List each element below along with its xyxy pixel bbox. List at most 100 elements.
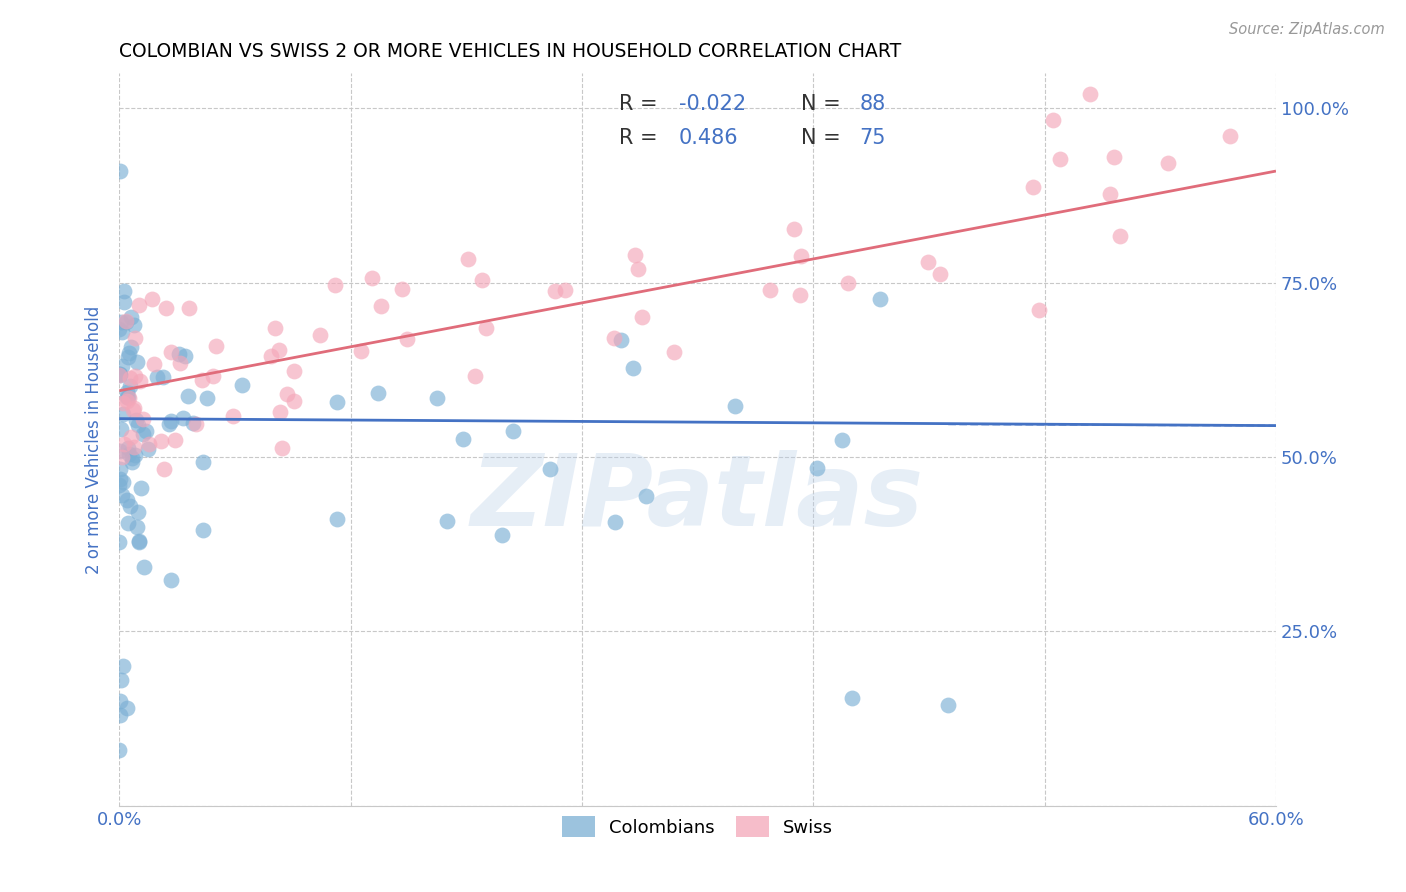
Point (108, 164, 131, 178)
Point (159, 414, 181, 428)
Point (426, 391, 449, 405)
Point (191, 373, 214, 387)
Point (260, 349, 283, 363)
Point (603, 331, 626, 345)
Text: N =: N = (800, 95, 846, 114)
Point (759, 283, 782, 297)
Point (112, 437, 135, 451)
Point (108, 708, 131, 723)
Point (263, 321, 285, 335)
Point (160, 344, 183, 359)
Point (132, 559, 155, 574)
Point (544, 284, 567, 298)
Point (623, 247, 645, 261)
Point (464, 368, 486, 383)
Point (110, 450, 132, 465)
Point (111, 488, 134, 502)
Point (869, 292, 891, 306)
Point (1219, 128, 1241, 143)
Point (395, 332, 418, 346)
Point (201, 369, 224, 384)
Point (118, 379, 141, 393)
Point (124, 448, 146, 462)
Point (270, 441, 292, 455)
Point (128, 298, 150, 312)
Point (108, 472, 131, 486)
Point (114, 314, 136, 328)
Text: R =: R = (619, 95, 664, 114)
Point (118, 447, 141, 461)
Point (1042, 113, 1064, 128)
Point (108, 368, 131, 382)
Point (108, 478, 131, 492)
Point (112, 659, 135, 673)
Point (1157, 156, 1180, 170)
Point (118, 371, 141, 385)
Point (117, 394, 139, 409)
Point (167, 347, 190, 361)
Point (118, 499, 141, 513)
Point (152, 462, 174, 476)
Point (176, 389, 198, 403)
Text: -0.022: -0.022 (679, 95, 747, 114)
Point (789, 287, 811, 301)
Point (122, 318, 145, 332)
Point (112, 407, 135, 421)
Point (136, 442, 159, 456)
Point (150, 434, 173, 448)
Point (928, 268, 950, 282)
Text: N =: N = (800, 128, 846, 148)
Point (125, 412, 148, 426)
Point (783, 222, 806, 236)
Point (936, 698, 959, 712)
Point (117, 516, 139, 530)
Point (112, 475, 135, 489)
Point (621, 360, 644, 375)
Point (269, 405, 291, 419)
Point (152, 369, 174, 384)
Point (724, 399, 747, 413)
Point (453, 432, 475, 446)
Point (323, 278, 346, 293)
Point (108, 444, 131, 458)
Point (115, 701, 138, 715)
Point (128, 534, 150, 549)
Point (276, 387, 298, 401)
Point (120, 310, 142, 324)
Point (112, 294, 135, 309)
Point (110, 314, 132, 328)
Point (121, 451, 143, 466)
Point (138, 437, 160, 451)
Point (122, 440, 145, 454)
Point (193, 523, 215, 537)
Point (143, 357, 166, 371)
Point (174, 349, 197, 363)
Point (111, 325, 134, 339)
Point (664, 345, 686, 359)
Point (108, 694, 131, 708)
Point (1078, 87, 1101, 102)
Point (132, 427, 155, 442)
Point (132, 412, 155, 426)
Point (110, 673, 132, 688)
Point (129, 375, 152, 389)
Point (141, 292, 163, 306)
Point (806, 461, 828, 475)
Point (205, 339, 228, 353)
Point (169, 356, 191, 370)
Point (917, 255, 939, 269)
Point (186, 417, 208, 431)
Point (370, 299, 392, 313)
Text: 75: 75 (859, 128, 886, 148)
Point (108, 743, 131, 757)
Text: 88: 88 (859, 95, 886, 114)
Point (634, 489, 657, 503)
Point (108, 322, 131, 336)
Point (1028, 302, 1050, 317)
Point (135, 424, 157, 438)
Point (117, 391, 139, 405)
Point (554, 283, 576, 297)
Point (538, 462, 561, 476)
Point (837, 277, 859, 291)
Point (326, 511, 349, 525)
